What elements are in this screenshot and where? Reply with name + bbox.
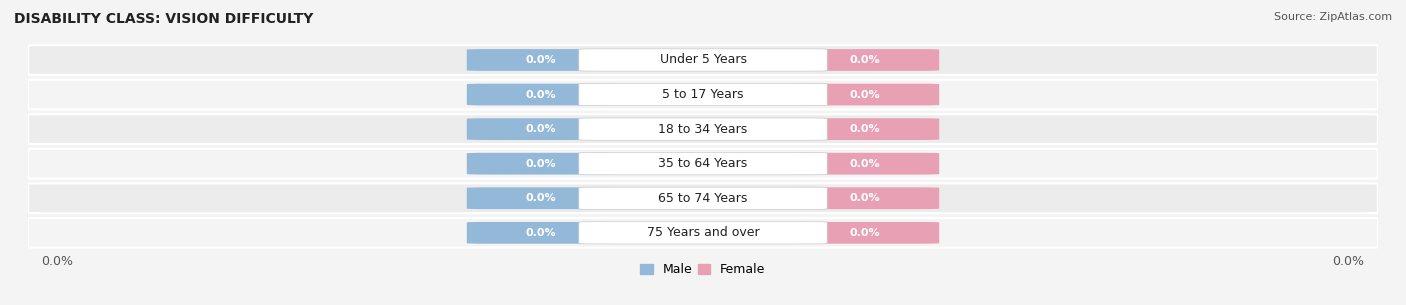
FancyBboxPatch shape [790,49,939,71]
Text: 0.0%: 0.0% [526,90,557,99]
FancyBboxPatch shape [579,222,827,244]
FancyBboxPatch shape [28,80,1378,109]
FancyBboxPatch shape [579,84,827,106]
Text: 0.0%: 0.0% [849,228,880,238]
Text: 65 to 74 Years: 65 to 74 Years [658,192,748,205]
FancyBboxPatch shape [467,187,616,209]
Text: 0.0%: 0.0% [526,124,557,134]
FancyBboxPatch shape [28,218,1378,248]
FancyBboxPatch shape [579,187,827,209]
FancyBboxPatch shape [790,84,939,106]
FancyBboxPatch shape [28,114,1378,144]
FancyBboxPatch shape [467,222,616,244]
FancyBboxPatch shape [790,222,939,244]
FancyBboxPatch shape [579,49,827,71]
FancyBboxPatch shape [579,118,827,140]
Text: 0.0%: 0.0% [526,55,557,65]
FancyBboxPatch shape [790,187,939,209]
Text: Source: ZipAtlas.com: Source: ZipAtlas.com [1274,12,1392,22]
Text: 0.0%: 0.0% [526,159,557,169]
Text: 0.0%: 0.0% [526,193,557,203]
Text: 0.0%: 0.0% [849,193,880,203]
Legend: Male, Female: Male, Female [636,258,770,281]
Text: 0.0%: 0.0% [849,55,880,65]
FancyBboxPatch shape [790,153,939,174]
Text: 0.0%: 0.0% [1333,255,1364,268]
Text: DISABILITY CLASS: VISION DIFFICULTY: DISABILITY CLASS: VISION DIFFICULTY [14,12,314,26]
Text: Under 5 Years: Under 5 Years [659,53,747,66]
Text: 5 to 17 Years: 5 to 17 Years [662,88,744,101]
Text: 0.0%: 0.0% [849,159,880,169]
FancyBboxPatch shape [467,49,616,71]
Text: 18 to 34 Years: 18 to 34 Years [658,123,748,136]
FancyBboxPatch shape [790,118,939,140]
Text: 75 Years and over: 75 Years and over [647,226,759,239]
FancyBboxPatch shape [28,149,1378,178]
FancyBboxPatch shape [579,152,827,175]
FancyBboxPatch shape [467,153,616,174]
Text: 0.0%: 0.0% [42,255,73,268]
FancyBboxPatch shape [28,45,1378,75]
FancyBboxPatch shape [467,84,616,106]
Text: 0.0%: 0.0% [526,228,557,238]
Text: 0.0%: 0.0% [849,90,880,99]
Text: 0.0%: 0.0% [849,124,880,134]
FancyBboxPatch shape [28,183,1378,213]
FancyBboxPatch shape [467,118,616,140]
Text: 35 to 64 Years: 35 to 64 Years [658,157,748,170]
